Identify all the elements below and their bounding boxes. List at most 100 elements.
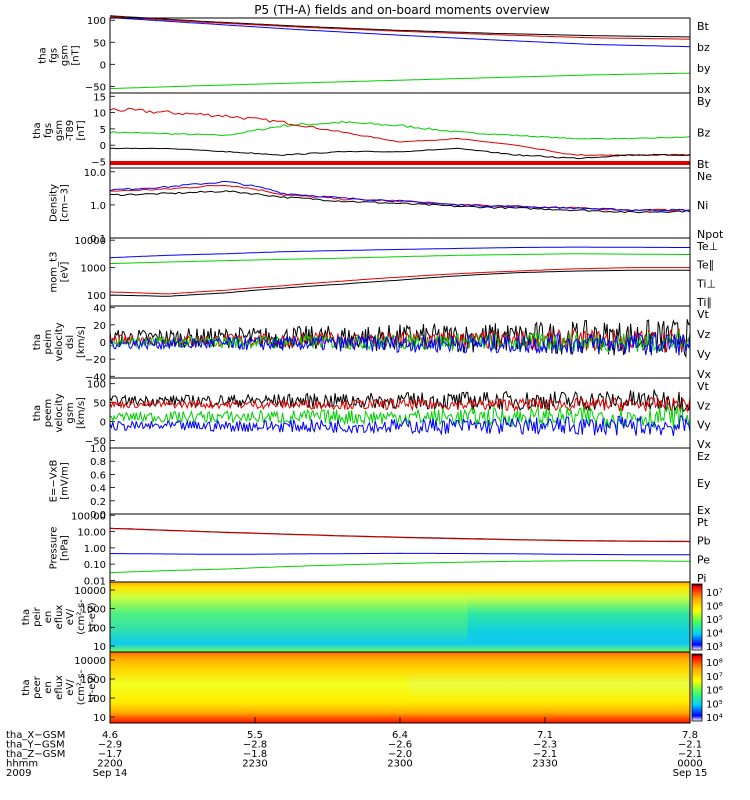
x-axis-value: 2300 — [387, 759, 412, 770]
heatmap-column — [110, 582, 121, 652]
series-line-vz — [109, 396, 691, 414]
y-axis-label: gsm — [60, 45, 71, 66]
heatmap-column — [574, 582, 585, 652]
series-line-ti⊥ — [109, 246, 690, 259]
heatmap-column — [496, 652, 507, 723]
heatmap-column — [612, 582, 623, 652]
y-tick-label: 0.01 — [84, 576, 106, 587]
x-axis-value: −2.1 — [533, 749, 557, 760]
panel-8: 100.00 10.00 1.00 0.10 0.01 Pt Pb Pe Pi Pressure[… — [49, 511, 711, 587]
heatmap-column — [506, 652, 517, 723]
heatmap-column — [564, 652, 575, 723]
legend-label: Pi — [697, 572, 706, 585]
series-line-te∥ — [109, 269, 690, 297]
series-line-vy — [109, 405, 691, 429]
heatmap-column — [448, 582, 459, 652]
series-line-by — [109, 72, 691, 90]
heatmap-column — [255, 582, 266, 652]
heatmap-column — [351, 582, 362, 652]
chart-title: P5 (TH-A) fields and on-board moments ov… — [254, 3, 550, 17]
y-tick-label: 0.8 — [90, 457, 106, 468]
y-axis-label: gsm — [65, 402, 76, 423]
panel-5: 40 20 0 −20 −40 Vt Vz Vy Vx tha peim velocity dsl [km… — [32, 304, 712, 384]
y-axis-label: en — [43, 681, 54, 694]
heatmap-column — [525, 652, 536, 723]
y-axis-label: tha — [38, 47, 49, 63]
y-axis-label: velocity — [54, 393, 65, 432]
legend-label: Bz — [697, 127, 711, 140]
legend-label: Te∥ — [696, 259, 714, 272]
colorbar-label: 10⁵ — [706, 699, 723, 710]
heatmap-column — [206, 582, 217, 652]
x-axis-value: −2.6 — [388, 740, 412, 751]
y-axis-label: [nT] — [71, 45, 82, 65]
heatmap-column — [110, 652, 121, 723]
heatmap-column — [400, 652, 411, 723]
y-tick-label: 0 — [100, 338, 106, 349]
panel-frame — [109, 447, 691, 515]
y-axis-label: mom_t3 — [49, 252, 60, 293]
colorbar-label: 10⁶ — [706, 686, 723, 697]
series-line-vt — [109, 319, 691, 359]
panel-frame — [109, 237, 691, 307]
y-axis-label: sr-eV) — [87, 673, 98, 702]
x-axis-value: −2.8 — [243, 740, 267, 751]
y-axis-label: [nT] — [76, 120, 87, 140]
y-tick-label: 1.00 — [84, 544, 106, 555]
colorbar-label: 10³ — [706, 642, 723, 653]
colorbar — [691, 653, 703, 722]
y-tick-label: 50 — [93, 38, 106, 49]
heatmap-column — [545, 582, 556, 652]
x-axis-value: 4.6 — [102, 730, 118, 741]
y-axis-label: en — [43, 611, 54, 624]
legend-label: Bt — [697, 158, 710, 171]
x-axis-value: −2.1 — [678, 740, 702, 751]
y-axis-label: peer — [32, 675, 43, 699]
x-axis-value: 0000 — [677, 759, 702, 770]
panel-10: 10⁸ 10⁷ 10⁶ 10⁵ 10⁴ 10000 1000 100 10 tha peer en ef… — [21, 651, 723, 724]
colorbar — [691, 583, 703, 651]
x-axis-row-label: 2009 — [6, 768, 31, 779]
y-tick-label: 100.00 — [71, 511, 106, 522]
heatmap-column — [670, 652, 681, 723]
heatmap-column — [371, 652, 382, 723]
heatmap-column — [342, 582, 353, 652]
x-axis-value: Sep 15 — [673, 768, 708, 779]
x-axis-value: −2.9 — [98, 740, 122, 751]
colorbar-label: 10⁶ — [706, 602, 723, 613]
heatmap-column — [467, 652, 478, 723]
heatmap-column — [255, 652, 266, 723]
legend-label: Ti∥ — [696, 296, 712, 309]
series-line-pt — [109, 527, 690, 542]
heatmap-column — [380, 652, 391, 723]
panel-7: 1.0 0.8 0.6 0.4 0.2 0.0 Ez Ey Ex E=−VxB [mV/m] — [49, 444, 711, 521]
panel-6: 100 50 0 −50 Vt Vz Vy Vx tha peem velocity gsm [km/s… — [32, 377, 712, 451]
reference-band — [110, 161, 690, 165]
heatmap-column — [506, 582, 517, 652]
legend-label: Vy — [697, 419, 711, 432]
x-axis-value: 2200 — [97, 759, 122, 770]
legend-label: bz — [697, 41, 710, 54]
x-axis-value: −2.1 — [678, 749, 702, 760]
heatmap-column — [313, 652, 324, 723]
y-axis-label: (cm²-s- — [76, 669, 87, 705]
legend-label: Te⊥ — [696, 240, 718, 253]
heatmap-column — [641, 582, 652, 652]
heatmap-column — [583, 652, 594, 723]
y-tick-label: 10 — [93, 109, 106, 120]
y-tick-label: 100 — [87, 623, 106, 634]
y-tick-label: 0 — [100, 418, 106, 429]
legend-label: Vt — [697, 380, 710, 393]
x-axis-value: Sep 14 — [93, 768, 128, 779]
heatmap-column — [322, 582, 333, 652]
heatmap-column — [429, 582, 440, 652]
heatmap-column — [235, 652, 246, 723]
panel-1: 100 50 0 −50 Bt bz by bx tha fgs gsm [nT] — [38, 15, 711, 96]
heatmap-column — [332, 582, 343, 652]
y-tick-label: 1000 — [81, 605, 106, 616]
heatmap-column — [525, 582, 536, 652]
heatmap-column — [448, 652, 459, 723]
y-tick-label: 0 — [100, 60, 106, 71]
y-axis-label: eV/ — [65, 608, 76, 625]
x-axis-value: −2.0 — [388, 749, 412, 760]
